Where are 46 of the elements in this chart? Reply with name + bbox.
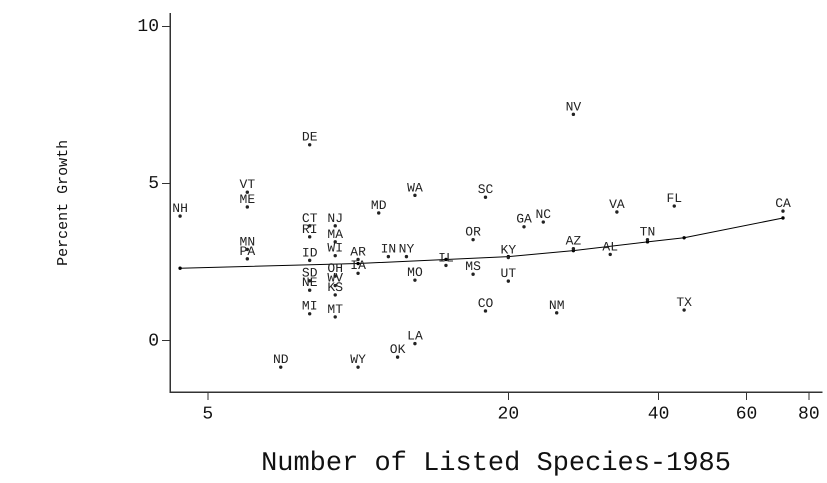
data-label: WI (327, 240, 344, 256)
data-label: IN (380, 242, 396, 257)
data-label: DE (302, 130, 318, 145)
data-label: OK (390, 342, 406, 358)
x-tick-label: 20 (498, 404, 520, 425)
y-tick-label: 0 (148, 331, 159, 352)
data-label: MT (327, 302, 344, 317)
data-label: FL (666, 190, 682, 206)
data-label: NJ (327, 210, 344, 226)
data-label: NC (535, 207, 552, 222)
data-label: NV (566, 99, 582, 114)
x-axis-title: Number of Listed Species-1985 (261, 448, 731, 479)
data-label: VA (609, 196, 625, 212)
data-label: UT (500, 266, 516, 282)
x-tick-label: 40 (648, 404, 670, 425)
data-label: CA (775, 196, 791, 212)
data-label: KY (500, 242, 516, 258)
y-tick-label: 5 (148, 174, 159, 194)
data-label: MD (370, 198, 387, 213)
data-label: ND (272, 352, 289, 368)
data-label: MO (407, 265, 423, 280)
data-label: WY (350, 352, 366, 368)
data-label: AR (350, 244, 366, 260)
data-label: VT (240, 177, 256, 192)
x-tick-label: 60 (736, 404, 758, 425)
y-axis-title: Percent Growth (54, 140, 72, 266)
data-label: ME (240, 192, 256, 207)
data-label: NM (548, 298, 565, 313)
data-label: GA (516, 212, 532, 227)
data-label: NY (398, 242, 414, 257)
data-label: WA (407, 180, 423, 196)
data-label: TX (676, 294, 692, 310)
data-label: MI (302, 298, 318, 314)
data-label: ID (302, 245, 318, 260)
x-tick-label: 80 (798, 404, 820, 425)
data-label: OR (465, 224, 482, 240)
data-label: MA (327, 226, 344, 242)
data-label: SC (478, 182, 494, 198)
data-label: TN (640, 224, 656, 240)
x-tick-label: 5 (202, 404, 214, 425)
data-label: AZ (566, 234, 582, 249)
data-label: NH (172, 201, 188, 216)
y-tick-label: 10 (137, 17, 159, 38)
data-label: MS (465, 259, 482, 274)
data-label: LA (407, 328, 423, 344)
data-label: CO (478, 296, 494, 311)
